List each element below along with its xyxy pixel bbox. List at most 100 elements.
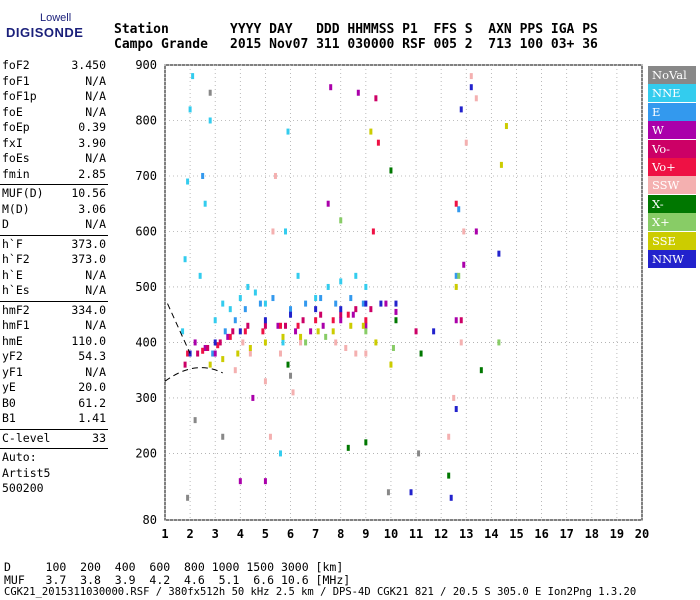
param-row: h`E N/A	[0, 268, 108, 284]
data-point	[246, 322, 250, 329]
data-point	[394, 317, 398, 324]
data-point	[324, 333, 328, 340]
data-point	[271, 295, 275, 302]
data-point	[248, 344, 252, 351]
y-tick-label: 900	[135, 58, 157, 72]
data-point	[469, 84, 473, 91]
param-row: foEs N/A	[0, 151, 108, 167]
param-row: yF1 N/A	[0, 365, 108, 381]
autoscale-line3: 500200	[2, 481, 44, 495]
data-point	[474, 95, 478, 102]
data-point	[349, 295, 353, 302]
data-point	[271, 228, 275, 235]
param-value: 54.3	[78, 349, 106, 363]
param-row: foE N/A	[0, 105, 108, 121]
param-name: hmF1	[2, 318, 30, 332]
data-point	[284, 322, 288, 329]
data-point	[316, 328, 320, 335]
x-tick-label: 19	[610, 527, 624, 541]
data-point	[263, 317, 267, 324]
param-name: fxI	[2, 135, 23, 150]
data-point	[263, 300, 267, 307]
y-tick-label: 400	[135, 335, 157, 349]
x-tick-label: 15	[509, 527, 523, 541]
legend-item-vo-: Vo-	[648, 139, 696, 158]
legend-item-sse: SSE	[648, 231, 696, 250]
data-point	[354, 272, 358, 279]
data-point	[361, 322, 365, 329]
data-point	[233, 317, 237, 324]
footer-muf-line: MUF 3.7 3.8 3.9 4.2 4.6 5.1 6.6 10.6 [MH…	[4, 573, 351, 587]
param-name: yF2	[2, 349, 23, 363]
data-point	[389, 361, 393, 368]
data-point	[263, 322, 267, 329]
divider	[0, 300, 108, 302]
data-point	[276, 322, 280, 329]
param-value: N/A	[85, 318, 106, 332]
data-point	[459, 317, 463, 324]
data-point	[374, 95, 378, 102]
data-point	[454, 272, 458, 279]
y-tick-label: 800	[135, 113, 157, 127]
data-point	[201, 172, 205, 179]
param-name: C-level	[2, 430, 51, 445]
header-columns: YYYY DAY DDD HHMMSS P1 FFS S AXN PPS IGA…	[230, 22, 598, 37]
data-point	[379, 300, 383, 307]
data-point	[228, 333, 232, 340]
data-point	[181, 328, 185, 335]
data-point	[188, 106, 192, 113]
data-point	[241, 339, 245, 346]
data-point	[409, 489, 413, 496]
param-value: N/A	[85, 217, 106, 231]
data-point	[504, 123, 508, 130]
data-point	[454, 317, 458, 324]
data-point	[278, 450, 282, 457]
data-point	[454, 406, 458, 413]
data-point	[464, 139, 468, 146]
profile-curve	[164, 367, 223, 382]
param-value: 373.0	[71, 236, 106, 251]
data-point	[193, 417, 197, 424]
data-point	[457, 206, 461, 213]
param-row: hmE 110.0	[0, 334, 108, 350]
legend-item-ssw: SSW	[648, 176, 696, 195]
param-row: fxI 3.90	[0, 136, 108, 152]
data-point	[183, 256, 187, 263]
data-point	[208, 117, 212, 124]
x-tick-label: 11	[409, 527, 423, 541]
parameters-panel: foF2 3.450 foF1 N/A foF1p N/A foE N/A foEp 0.39 fx…	[0, 58, 108, 497]
param-name: yE	[2, 380, 16, 394]
data-point	[354, 350, 358, 357]
data-point	[319, 295, 323, 302]
plot-frame	[164, 64, 643, 521]
y-tick-label: 700	[135, 169, 157, 183]
data-point	[452, 394, 456, 401]
x-tick-label: 16	[534, 527, 548, 541]
data-point	[243, 306, 247, 313]
param-row: foF1 N/A	[0, 74, 108, 90]
data-point	[221, 433, 225, 440]
param-name: h`F	[2, 236, 23, 251]
param-row: hmF1 N/A	[0, 318, 108, 334]
param-row: h`Es N/A	[0, 283, 108, 299]
param-row: h`F2 373.0	[0, 252, 108, 268]
param-value: N/A	[85, 364, 106, 379]
data-point	[213, 350, 217, 357]
legend-item-nne: NNE	[648, 84, 696, 103]
data-point	[186, 494, 190, 501]
param-value: 3.06	[78, 201, 106, 216]
data-point	[258, 300, 262, 307]
param-row: h`F 373.0	[0, 237, 108, 253]
data-point	[191, 73, 195, 80]
param-name: foEs	[2, 151, 30, 165]
data-point	[339, 311, 343, 318]
x-tick-label: 1	[161, 527, 168, 541]
data-point	[326, 200, 330, 207]
data-point	[238, 478, 242, 485]
data-point	[203, 344, 207, 351]
divider	[0, 428, 108, 430]
param-value: N/A	[85, 104, 106, 119]
data-point	[253, 289, 257, 296]
data-point	[349, 322, 353, 329]
param-row: B0 61.2	[0, 396, 108, 412]
